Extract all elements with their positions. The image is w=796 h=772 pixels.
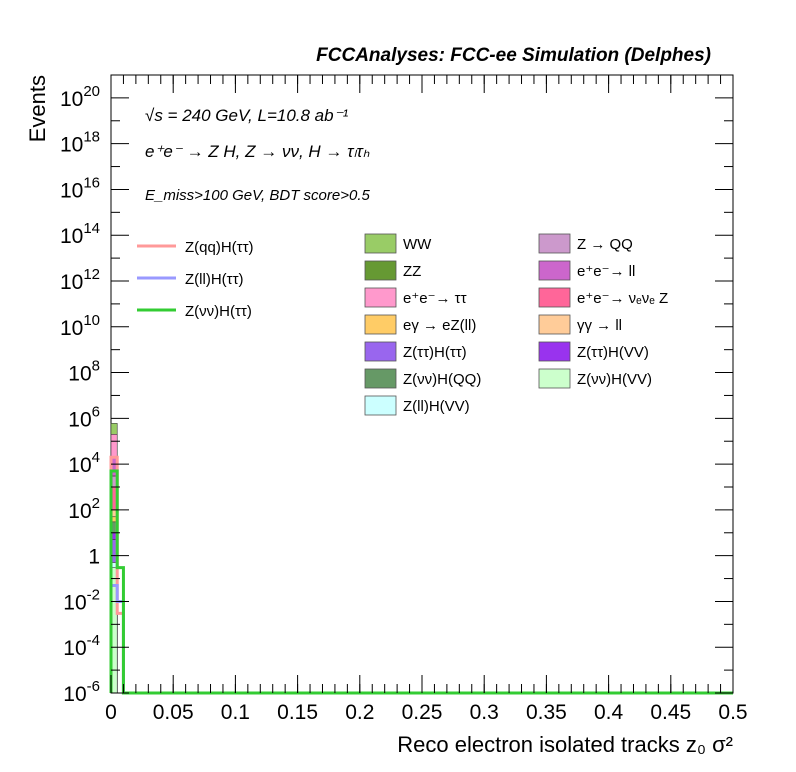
background-legend-label-5: Z(νν)H(QQ) — [403, 371, 481, 388]
y-tick-label-11: 10-2 — [63, 586, 100, 614]
signal-legend-label-1: Z(ll)H(ττ) — [185, 271, 244, 288]
background-legend-label-7: Z → QQ — [577, 236, 633, 253]
y-axis-ticks: 1020 1018 1016 1014 1012 1010 108 106 104 102 1 10-… — [60, 83, 733, 706]
signal-lines — [109, 455, 733, 695]
background-legend-label-1: ZZ — [403, 263, 421, 280]
background-legend-label-4: Z(ττ)H(ττ) — [403, 344, 467, 361]
signal-legend-label-2: Z(νν)H(ττ) — [185, 303, 252, 320]
background-legend-label-9: e⁺e⁻→ νₑνₑ Z — [577, 290, 668, 307]
y-tick-label-2: 1016 — [60, 174, 100, 202]
background-legend: WW ZZ e⁺e⁻→ ττ eγ → eZ(ll) Z(ττ)H(ττ) Z(νν)H(… — [364, 233, 668, 416]
signal-legend-label-0: Z(qq)H(ττ) — [185, 239, 254, 256]
signal-line-2 — [109, 469, 733, 695]
y-tick-label-3: 1014 — [60, 220, 100, 248]
x-tick-label-6: 0.3 — [470, 701, 499, 724]
background-legend-label-12: Z(νν)H(VV) — [577, 371, 652, 388]
y-axis-label: Events — [25, 75, 50, 142]
background-legend-label-2: e⁺e⁻→ ττ — [403, 290, 467, 307]
chart-title: FCCAnalyses: FCC-ee Simulation (Delphes) — [316, 45, 711, 66]
background-legend-swatch-3 — [364, 314, 397, 335]
x-tick-label-3: 0.15 — [277, 701, 318, 724]
y-tick-label-10: 1 — [88, 546, 100, 569]
background-legend-swatch-9 — [538, 287, 571, 308]
background-legend-swatch-8 — [538, 260, 571, 281]
x-tick-label-7: 0.35 — [526, 701, 567, 724]
background-legend-swatch-4 — [364, 341, 397, 362]
background-legend-swatch-12 — [538, 368, 571, 389]
y-tick-label-7: 106 — [68, 403, 100, 431]
background-legend-label-6: Z(ll)H(VV) — [403, 398, 470, 415]
y-tick-label-9: 102 — [68, 495, 100, 523]
background-legend-swatch-10 — [538, 314, 571, 335]
x-tick-label-5: 0.25 — [402, 701, 443, 724]
background-legend-swatch-5 — [364, 368, 397, 389]
signal-legend: Z(qq)H(ττ) Z(ll)H(ττ) Z(νν)H(ττ) — [137, 239, 254, 320]
x-axis-ticks: 0 0.05 0.1 0.15 0.2 0.25 0.3 0.35 0.4 0.45 0.5 — [105, 75, 748, 724]
y-tick-label-6: 108 — [68, 358, 100, 386]
background-legend-swatch-0 — [364, 233, 397, 254]
y-tick-label-12: 10-4 — [63, 632, 100, 660]
background-legend-label-8: e⁺e⁻→ ll — [577, 263, 635, 280]
x-tick-label-0: 0 — [105, 701, 117, 724]
y-tick-label-4: 1012 — [60, 266, 100, 294]
x-axis-label: Reco electron isolated tracks z₀ σ² — [397, 732, 733, 757]
background-legend-swatch-1 — [364, 260, 397, 281]
y-tick-label-0: 1020 — [60, 83, 100, 111]
y-tick-label-8: 104 — [68, 449, 100, 477]
annotation-selection: E_miss>100 GeV, BDT score>0.5 — [145, 187, 370, 204]
background-legend-swatch-7 — [538, 233, 571, 254]
background-legend-label-10: γγ → ll — [577, 317, 622, 334]
x-tick-label-9: 0.45 — [650, 701, 691, 724]
y-tick-label-13: 10-6 — [63, 678, 100, 706]
x-tick-label-1: 0.05 — [153, 701, 194, 724]
x-tick-label-8: 0.4 — [594, 701, 624, 724]
signal-line-0 — [109, 455, 733, 695]
background-legend-swatch-11 — [538, 341, 571, 362]
y-tick-label-1: 1018 — [60, 129, 100, 157]
background-legend-label-3: eγ → eZ(ll) — [403, 317, 476, 334]
annotation-process: e⁺e⁻ → Z H, Z → νν, H → τₗτₕ — [145, 142, 370, 161]
background-legend-label-0: WW — [403, 236, 432, 253]
background-legend-label-11: Z(ττ)H(VV) — [577, 344, 649, 361]
x-tick-label-10: 0.5 — [718, 701, 747, 724]
x-tick-label-2: 0.1 — [221, 701, 250, 724]
y-tick-label-5: 1010 — [60, 312, 100, 340]
x-tick-label-4: 0.2 — [345, 701, 374, 724]
background-legend-swatch-2 — [364, 287, 397, 308]
annotation-energy: √s = 240 GeV, L=10.8 ab⁻¹ — [145, 106, 349, 125]
background-legend-swatch-6 — [364, 395, 397, 416]
